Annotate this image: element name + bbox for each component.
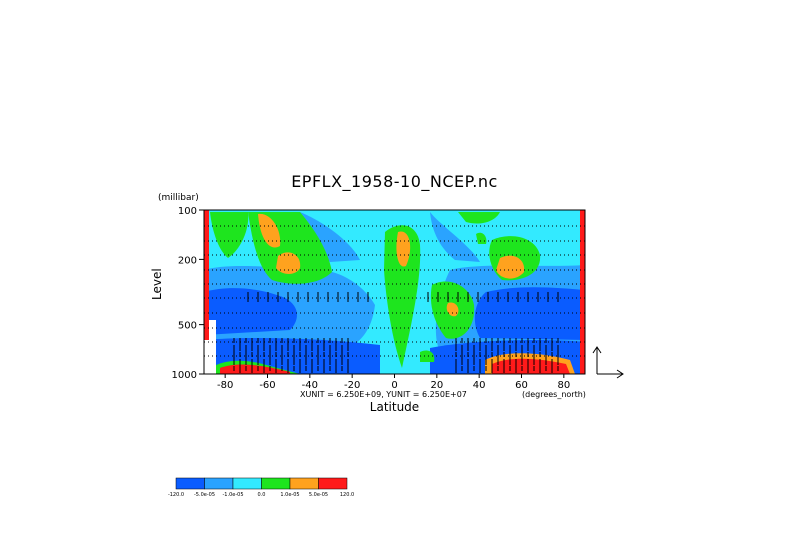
vector-field (233, 292, 559, 373)
colorbar-swatch (261, 477, 291, 490)
x-tick-label: 60 (515, 380, 528, 391)
x-tick-label: 80 (557, 380, 570, 391)
colorbar: -120.0 -5.0e-05 -1.0e-05 0.0 1.0e-05 5.0e-05 1… (168, 477, 354, 498)
x-tick-label: 40 (473, 380, 486, 391)
plot-area (204, 210, 585, 374)
y-tick-label: 1000 (172, 370, 197, 381)
y-tick-label: 100 (178, 206, 197, 217)
vector-scale-note: XUNIT = 6.250E+09, YUNIT = 6.250E+07 (300, 390, 467, 399)
colorbar-label: -120.0 (168, 492, 184, 498)
x-tick-label: -40 (302, 380, 318, 391)
y-tick-label: 500 (178, 321, 197, 332)
vector-key (592, 346, 624, 379)
colorbar-label: 5.0e-05 (309, 492, 328, 498)
colorbar-swatch (232, 477, 262, 490)
x-tick-label: -80 (217, 380, 233, 391)
x-tick-label: -60 (259, 380, 275, 391)
x-units-label: (degrees_north) (522, 390, 586, 399)
x-tick-label: 20 (430, 380, 443, 391)
chart-title: EPFLX_1958-10_NCEP.nc (291, 172, 498, 191)
colorbar-swatch (175, 477, 205, 490)
colorbar-label: -5.0e-05 (194, 492, 215, 498)
colorbar-swatch (289, 477, 319, 490)
x-axis: -80 -60 -40 -20 0 20 40 60 80 (217, 374, 570, 391)
colorbar-swatch (318, 477, 348, 490)
colorbar-label: -1.0e-05 (223, 492, 244, 498)
colorbar-label: 0.0 (258, 492, 266, 498)
colorbar-label: 1.0e-05 (280, 492, 299, 498)
y-units-label: (millibar) (158, 193, 199, 203)
colorbar-swatch (204, 477, 234, 490)
x-axis-label: Latitude (369, 400, 420, 414)
y-axis: 100 200 500 1000 (172, 206, 204, 381)
y-tick-label: 200 (178, 255, 197, 266)
x-tick-label: -20 (344, 380, 360, 391)
colorbar-label: 120.0 (340, 492, 354, 498)
x-tick-label: 0 (391, 380, 397, 391)
